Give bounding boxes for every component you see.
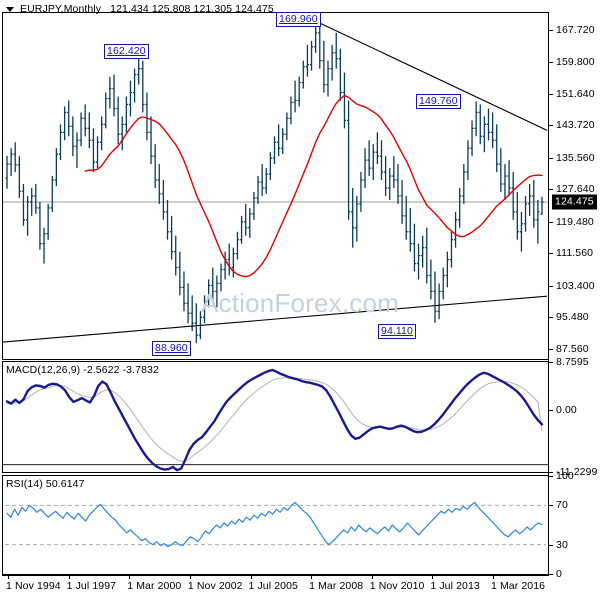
price-axis-tick-3-tick bbox=[549, 125, 553, 127]
macd-line bbox=[5, 368, 544, 472]
price-axis-tick-2-tick bbox=[549, 93, 553, 95]
price-axis-tick-6: 119.480 bbox=[556, 215, 594, 228]
date-axis-label-2: 1 Mar 2000 bbox=[127, 580, 182, 592]
current-price-tag: 124.475 bbox=[552, 194, 597, 210]
date-axis-label-3: 1 Nov 2002 bbox=[187, 580, 243, 592]
date-axis-label-6: 1 Nov 2010 bbox=[369, 580, 425, 592]
swing-high-169: 169.960 bbox=[276, 12, 321, 27]
macd-axis-tick-1: 0.00 bbox=[556, 404, 577, 417]
price-axis-tick-4-tick bbox=[549, 157, 553, 159]
date-axis-label-1: 1 Jul 1997 bbox=[66, 580, 117, 592]
price-axis-tick-8-tick bbox=[549, 285, 553, 287]
caret-down-icon[interactable] bbox=[6, 6, 14, 12]
date-axis-label-0: 1 Nov 1994 bbox=[6, 580, 61, 592]
ohlc-values: 121.434 125.808 121.305 124.475 bbox=[110, 3, 274, 15]
swing-high-162-label: 162.420 bbox=[107, 45, 146, 57]
date-axis-tick-1 bbox=[68, 575, 70, 579]
price-axis-tick-6-tick bbox=[549, 221, 553, 223]
price-axis-tick-0-tick bbox=[549, 30, 553, 32]
price-pane-plot bbox=[3, 20, 548, 344]
date-axis-tick-2 bbox=[129, 575, 131, 579]
ascending-trendline bbox=[3, 295, 548, 343]
price-axis-tick-10: 87.560 bbox=[556, 342, 589, 355]
symbol-header: EURJPY,Monthly 121.434 125.808 121.305 1… bbox=[6, 3, 274, 15]
macd-panel-title: MACD(12,26,9) -2.5622 -3.7832 bbox=[6, 364, 159, 376]
rsi-axis-tick-2-tick bbox=[549, 544, 553, 546]
y-axis-line bbox=[548, 12, 549, 575]
rsi-axis-tick-2: 30 bbox=[556, 538, 568, 551]
macd-signal-line bbox=[6, 377, 543, 462]
moving-average-line bbox=[84, 94, 543, 278]
price-axis-tick-8: 103.400 bbox=[556, 279, 595, 292]
price-axis-tick-1: 159.800 bbox=[556, 55, 595, 68]
swing-low-88-label: 88.960 bbox=[155, 342, 188, 354]
macd-axis-tick-2-tick bbox=[549, 472, 553, 473]
rsi-line bbox=[6, 501, 543, 548]
price-axis-tick-9: 95.480 bbox=[556, 311, 589, 324]
price-axis-tick-9-tick bbox=[549, 317, 553, 319]
ohlc-bar-group bbox=[5, 21, 544, 344]
macd-axis-tick-1-tick bbox=[549, 410, 553, 412]
swing-low-94: 94.110 bbox=[378, 324, 416, 339]
date-axis-label-5: 1 Mar 2008 bbox=[309, 580, 364, 592]
macd-axis-tick-2: -11.2299 bbox=[556, 466, 598, 478]
swing-high-169-label: 169.960 bbox=[279, 13, 318, 25]
rsi-axis-tick-1-tick bbox=[549, 505, 553, 507]
symbol-name: EURJPY,Monthly bbox=[20, 3, 102, 15]
x-axis-line bbox=[2, 575, 549, 576]
price-axis-tick-5-tick bbox=[549, 189, 553, 191]
swing-low-94-label: 94.110 bbox=[381, 325, 413, 337]
date-axis-label-4: 1 Jul 2005 bbox=[248, 580, 298, 592]
price-axis-tick-2: 151.640 bbox=[556, 87, 595, 100]
date-axis-tick-8 bbox=[493, 575, 494, 579]
rsi-pane-plot bbox=[5, 501, 546, 548]
date-axis-label-8: 1 Mar 2016 bbox=[491, 580, 546, 592]
price-axis-tick-7: 111.560 bbox=[556, 247, 594, 260]
date-axis-tick-4 bbox=[250, 575, 252, 579]
date-axis-label-7: 1 Jul 2013 bbox=[430, 580, 480, 592]
rsi-axis-tick-0: 100 bbox=[556, 470, 574, 482]
date-axis-tick-7 bbox=[432, 575, 434, 579]
price-axis-tick-3: 143.720 bbox=[556, 119, 595, 132]
price-axis-tick-1-tick bbox=[549, 61, 553, 63]
rsi-axis-tick-3: 0 bbox=[556, 568, 562, 580]
macd-pane-plot bbox=[3, 368, 548, 472]
date-axis-tick-0 bbox=[8, 575, 9, 579]
price-axis-tick-5: 127.640 bbox=[556, 183, 595, 196]
price-axis-tick-10-tick bbox=[549, 348, 553, 350]
price-axis-tick-4: 135.560 bbox=[556, 151, 595, 164]
descending-trendline bbox=[315, 20, 548, 131]
rsi-panel-title: RSI(14) 50.6147 bbox=[6, 478, 85, 490]
rsi-axis-tick-3-tick bbox=[549, 574, 553, 575]
swing-high-162: 162.420 bbox=[104, 44, 149, 59]
date-axis-tick-6 bbox=[371, 575, 373, 579]
price-axis-tick-0: 167.720 bbox=[556, 24, 595, 37]
swing-high-149-label: 149.760 bbox=[419, 95, 458, 107]
macd-axis-tick-0: 8.7595 bbox=[556, 356, 589, 368]
date-axis-tick-5 bbox=[311, 575, 313, 579]
price-axis-tick-7-tick bbox=[549, 253, 553, 255]
swing-high-149: 149.760 bbox=[416, 94, 461, 109]
swing-low-88: 88.960 bbox=[152, 341, 191, 356]
rsi-axis-tick-0-tick bbox=[549, 476, 553, 477]
date-axis-tick-3 bbox=[189, 575, 191, 579]
macd-axis-tick-0-tick bbox=[549, 362, 553, 363]
rsi-axis-tick-1: 70 bbox=[556, 499, 568, 512]
